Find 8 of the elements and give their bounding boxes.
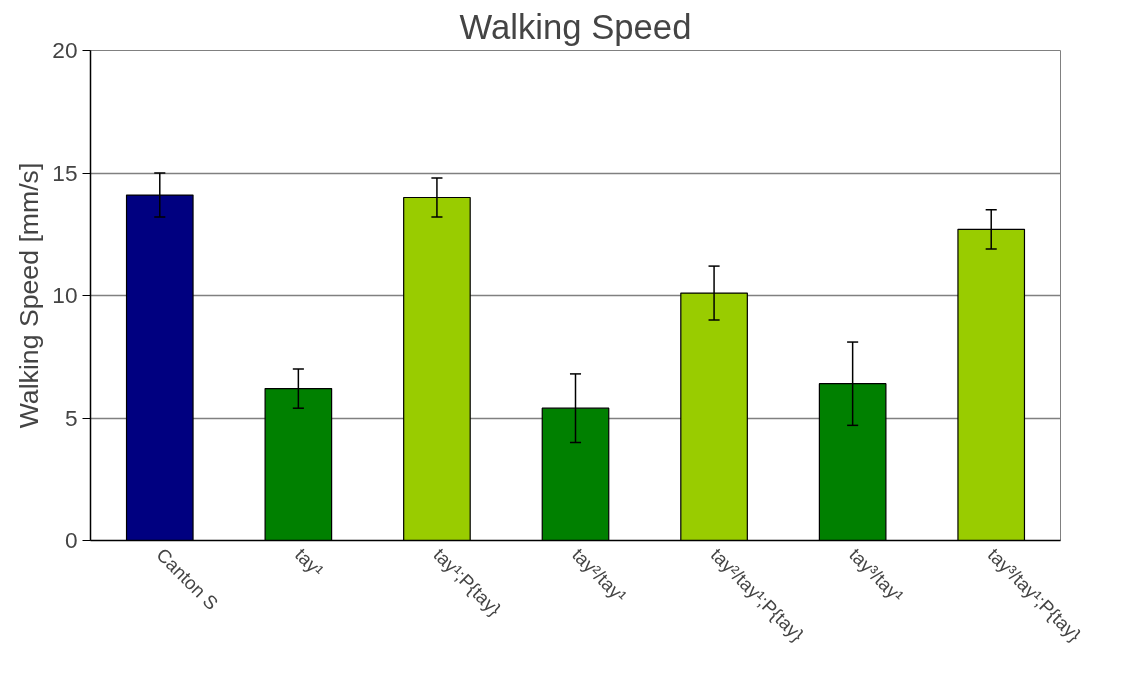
y-tick-label: 10 bbox=[52, 282, 78, 308]
chart-title: Walking Speed bbox=[459, 7, 692, 46]
y-tick-label: 5 bbox=[64, 404, 78, 431]
y-tick-label: 15 bbox=[52, 159, 78, 186]
y-tick-label: 20 bbox=[52, 37, 78, 63]
y-tick-label: 0 bbox=[64, 527, 78, 553]
x-tick-label: tay¹ bbox=[290, 544, 328, 581]
y-axis-title: Walking Speed [mm/s] bbox=[14, 162, 45, 429]
